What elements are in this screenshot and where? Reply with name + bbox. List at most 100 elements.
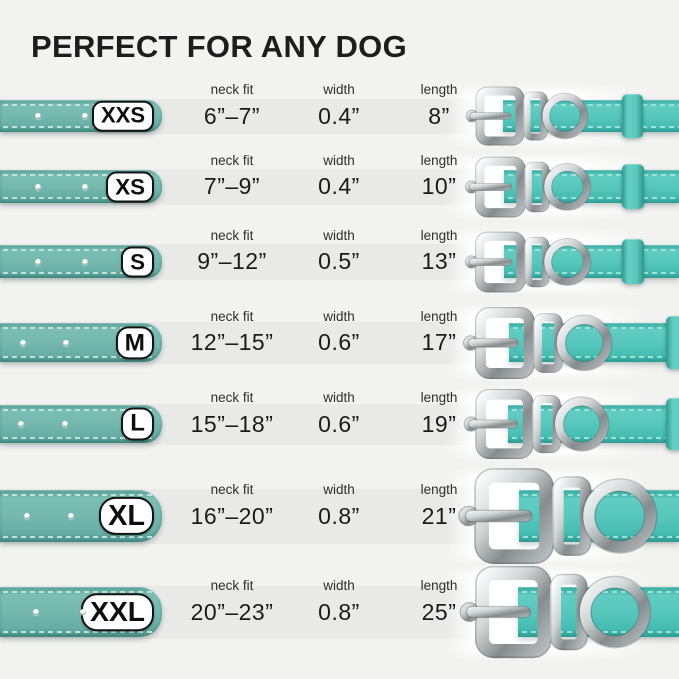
stitch-line	[3, 272, 153, 274]
size-row: neck fit width length 7”–9” 0.4” 10”	[0, 153, 679, 217]
length-value: 17”	[421, 329, 457, 355]
collar-hole	[33, 609, 39, 615]
column-header-neck-fit: neck fit	[210, 82, 254, 97]
width-value: 0.5”	[318, 248, 360, 274]
column-header-width: width	[323, 227, 355, 243]
collar-hole	[82, 113, 88, 119]
collar-strap-end: XL	[0, 490, 162, 542]
stitch-line	[3, 494, 153, 496]
column-header-width: width	[323, 390, 355, 405]
length-value: 21”	[421, 502, 457, 529]
collar-hole	[20, 339, 26, 346]
collar-hole	[35, 113, 41, 119]
width-value: 0.4”	[318, 102, 360, 129]
stitch-line	[3, 631, 153, 633]
column-header-neck-fit: neck fit	[210, 390, 254, 405]
column-header-neck-fit: neck fit	[210, 227, 254, 243]
collar-hole	[80, 609, 86, 615]
collar-buckle-icon	[465, 231, 592, 292]
size-row: neck fit width length 12”–15” 0.6” 17”	[0, 306, 679, 379]
length-value: 13”	[421, 248, 457, 274]
column-header-length: length	[420, 227, 458, 243]
collar-hole	[63, 339, 69, 346]
collar-hole	[82, 183, 88, 190]
stitch-line	[3, 197, 153, 199]
collar-strap-end: S	[0, 245, 162, 278]
size-row: neck fit width length 9”–12” 0.5” 13”	[0, 228, 679, 292]
size-badge: XXL	[81, 593, 154, 631]
stitch-line	[3, 249, 153, 251]
neck-fit-value: 9”–12”	[197, 248, 267, 274]
collar-buckle-icon	[465, 156, 592, 217]
column-header-length: length	[420, 82, 458, 97]
collar-buckle-icon	[463, 306, 613, 379]
size-row: neck fit width length 16”–20” 0.8” 21”	[0, 468, 679, 564]
stitch-line	[3, 437, 153, 439]
width-value: 0.4”	[318, 173, 360, 199]
neck-fit-value: 12”–15”	[190, 329, 274, 355]
stitch-line	[3, 409, 153, 411]
size-badge: L	[121, 407, 154, 441]
stitch-line	[507, 272, 679, 274]
stitch-line	[507, 126, 679, 128]
collar-hole	[35, 258, 41, 265]
column-header-neck-fit: neck fit	[210, 152, 254, 168]
column-header-length: length	[420, 152, 458, 168]
column-header-neck-fit: neck fit	[210, 308, 254, 324]
collar-buckle-icon	[459, 565, 651, 659]
size-badge: XL	[99, 496, 154, 536]
collar-strap-end: L	[0, 405, 162, 443]
collar-hole	[35, 183, 41, 190]
collar-hole	[68, 513, 74, 519]
collar-strap-end: XXL	[0, 587, 162, 637]
column-header-neck-fit: neck fit	[210, 482, 254, 497]
collar-hole	[82, 258, 88, 265]
size-row: neck fit width length 15”–18” 0.6” 19”	[0, 388, 679, 460]
stitch-line	[3, 536, 153, 538]
width-value: 0.6”	[318, 329, 360, 355]
length-value: 8”	[428, 102, 450, 129]
stitch-line	[3, 174, 153, 176]
stitch-line	[3, 327, 153, 329]
collar-strap-photo	[503, 245, 679, 278]
column-header-length: length	[420, 578, 458, 593]
length-value: 10”	[421, 173, 457, 199]
size-badge: XXS	[91, 100, 154, 132]
length-value: 19”	[421, 410, 457, 437]
stitch-line	[512, 327, 679, 329]
collar-belt-loop	[622, 94, 644, 138]
neck-fit-value: 6”–7”	[203, 102, 261, 129]
collar-hole	[62, 421, 68, 427]
collar-buckle-icon	[463, 388, 610, 460]
width-value: 0.6”	[318, 410, 360, 437]
collar-belt-loop	[622, 164, 644, 209]
page-title: PERFECT FOR ANY DOG	[31, 29, 408, 64]
stitch-line	[507, 104, 679, 106]
neck-fit-value: 20”–23”	[190, 598, 274, 625]
column-header-width: width	[323, 308, 355, 324]
size-badge: S	[121, 245, 154, 278]
neck-fit-value: 15”–18”	[190, 410, 274, 437]
collar-strap-end: M	[0, 323, 162, 362]
column-header-length: length	[420, 308, 458, 324]
stitch-line	[507, 174, 679, 176]
stitch-line	[507, 197, 679, 199]
collar-hole	[18, 421, 24, 427]
collar-hole	[24, 513, 30, 519]
collar-buckle-icon	[465, 86, 589, 146]
width-value: 0.8”	[318, 598, 360, 625]
collar-strap-end: XS	[0, 170, 162, 203]
stitch-line	[3, 591, 153, 593]
width-value: 0.8”	[318, 502, 360, 529]
column-header-length: length	[420, 390, 458, 405]
neck-fit-value: 16”–20”	[190, 502, 274, 529]
collar-strap-photo	[503, 170, 679, 203]
stitch-line	[507, 249, 679, 251]
stitch-line	[3, 356, 153, 358]
column-header-width: width	[323, 152, 355, 168]
collar-belt-loop	[666, 398, 679, 450]
stitch-line	[3, 126, 153, 128]
collar-belt-loop	[666, 315, 679, 370]
column-header-length: length	[420, 482, 458, 497]
